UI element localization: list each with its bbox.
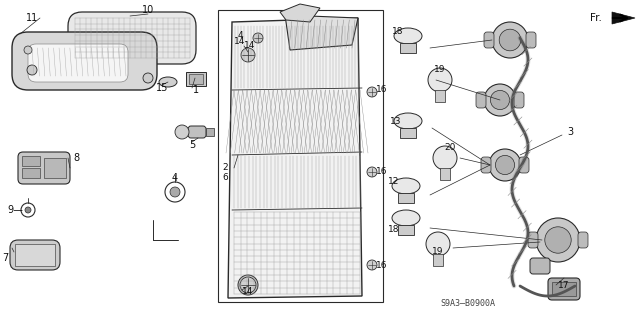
Ellipse shape bbox=[394, 113, 422, 129]
Circle shape bbox=[238, 275, 258, 295]
Bar bbox=[435, 90, 445, 102]
Text: 14: 14 bbox=[243, 287, 253, 296]
Text: Fr.: Fr. bbox=[590, 13, 602, 23]
Polygon shape bbox=[612, 12, 635, 24]
Circle shape bbox=[492, 22, 528, 58]
Circle shape bbox=[484, 84, 516, 116]
Bar bbox=[400, 128, 416, 138]
FancyBboxPatch shape bbox=[68, 12, 196, 64]
Bar bbox=[433, 254, 443, 266]
Circle shape bbox=[495, 155, 515, 174]
Ellipse shape bbox=[394, 28, 422, 44]
Circle shape bbox=[433, 146, 457, 170]
Text: 1: 1 bbox=[193, 85, 199, 95]
Circle shape bbox=[240, 277, 256, 293]
Circle shape bbox=[143, 73, 153, 83]
Circle shape bbox=[489, 149, 521, 181]
Text: 16: 16 bbox=[376, 167, 388, 176]
Bar bbox=[15, 244, 55, 266]
Bar bbox=[44, 158, 66, 178]
Text: 4: 4 bbox=[237, 31, 243, 40]
Text: 7: 7 bbox=[2, 253, 8, 263]
Circle shape bbox=[21, 203, 35, 217]
Bar bbox=[22, 156, 40, 166]
Bar bbox=[552, 282, 576, 296]
Bar bbox=[189, 74, 203, 84]
Circle shape bbox=[241, 48, 255, 62]
Circle shape bbox=[24, 46, 32, 54]
FancyBboxPatch shape bbox=[514, 92, 524, 108]
Text: 9—: 9— bbox=[7, 205, 23, 215]
Bar bbox=[22, 168, 40, 178]
Text: 14: 14 bbox=[234, 38, 246, 47]
Circle shape bbox=[367, 167, 377, 177]
FancyBboxPatch shape bbox=[10, 240, 60, 270]
Text: 11: 11 bbox=[26, 13, 38, 23]
Ellipse shape bbox=[392, 210, 420, 226]
FancyBboxPatch shape bbox=[481, 157, 491, 173]
FancyBboxPatch shape bbox=[528, 232, 538, 248]
Text: 15: 15 bbox=[156, 83, 168, 93]
Circle shape bbox=[170, 187, 180, 197]
Circle shape bbox=[490, 90, 509, 110]
Text: 2: 2 bbox=[222, 164, 228, 173]
FancyBboxPatch shape bbox=[188, 126, 206, 138]
Text: 5: 5 bbox=[189, 140, 195, 150]
Circle shape bbox=[367, 87, 377, 97]
Text: S9A3—B0900A: S9A3—B0900A bbox=[440, 299, 495, 308]
Bar bbox=[398, 193, 414, 203]
FancyBboxPatch shape bbox=[12, 32, 157, 90]
FancyBboxPatch shape bbox=[476, 92, 486, 108]
Bar bbox=[440, 168, 450, 180]
Circle shape bbox=[27, 65, 37, 75]
Polygon shape bbox=[280, 4, 320, 22]
Bar bbox=[206, 128, 214, 136]
Text: 6: 6 bbox=[222, 174, 228, 182]
Text: 3: 3 bbox=[567, 127, 573, 137]
Circle shape bbox=[165, 182, 185, 202]
Polygon shape bbox=[285, 15, 358, 50]
FancyBboxPatch shape bbox=[548, 278, 580, 300]
Text: 10: 10 bbox=[142, 5, 154, 15]
Text: 18: 18 bbox=[388, 226, 400, 234]
Bar bbox=[218, 10, 383, 302]
Text: 16: 16 bbox=[376, 85, 388, 94]
FancyBboxPatch shape bbox=[484, 32, 494, 48]
Text: 8: 8 bbox=[73, 153, 79, 163]
FancyBboxPatch shape bbox=[526, 32, 536, 48]
FancyBboxPatch shape bbox=[578, 232, 588, 248]
Circle shape bbox=[175, 125, 189, 139]
Circle shape bbox=[428, 68, 452, 92]
Ellipse shape bbox=[392, 178, 420, 194]
FancyBboxPatch shape bbox=[18, 152, 70, 184]
FancyBboxPatch shape bbox=[530, 258, 550, 274]
FancyBboxPatch shape bbox=[519, 157, 529, 173]
Circle shape bbox=[426, 232, 450, 256]
Text: 17: 17 bbox=[558, 280, 570, 290]
Circle shape bbox=[253, 33, 263, 43]
Polygon shape bbox=[228, 18, 362, 298]
Bar bbox=[186, 72, 206, 86]
Text: 18: 18 bbox=[392, 27, 404, 36]
Text: 20: 20 bbox=[444, 144, 456, 152]
Circle shape bbox=[545, 227, 572, 253]
Circle shape bbox=[536, 218, 580, 262]
Text: 19: 19 bbox=[432, 248, 444, 256]
Ellipse shape bbox=[159, 77, 177, 87]
Bar bbox=[398, 225, 414, 235]
Text: 14: 14 bbox=[244, 41, 256, 50]
Text: 19: 19 bbox=[435, 65, 445, 75]
FancyBboxPatch shape bbox=[28, 44, 128, 82]
Circle shape bbox=[499, 29, 521, 51]
Text: 4: 4 bbox=[172, 173, 178, 183]
Bar bbox=[400, 43, 416, 53]
Text: 12: 12 bbox=[388, 177, 400, 187]
Circle shape bbox=[367, 260, 377, 270]
Circle shape bbox=[25, 207, 31, 213]
Text: 16: 16 bbox=[376, 261, 388, 270]
Text: 13: 13 bbox=[390, 117, 402, 127]
